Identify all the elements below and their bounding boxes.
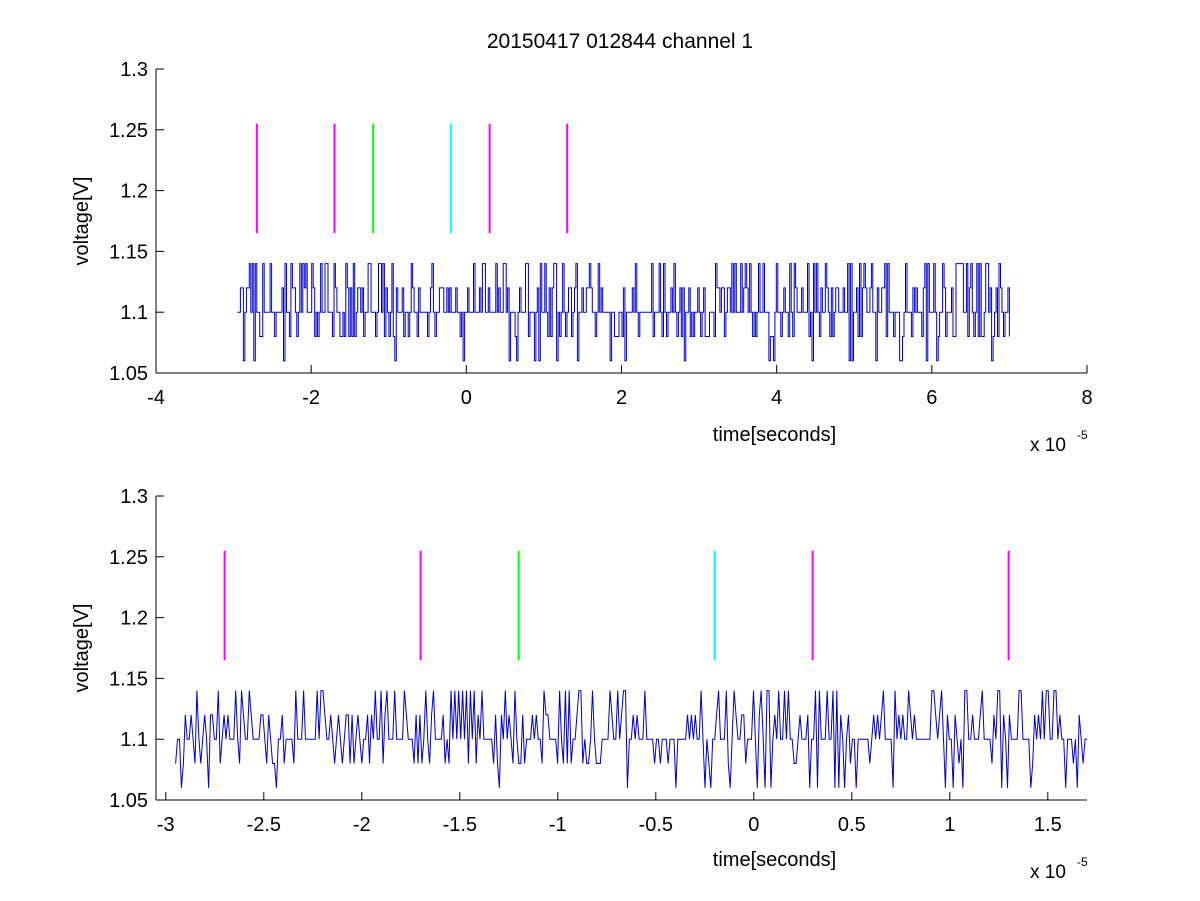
x-tick-label: -1.5 [443,814,477,836]
y-tick-label: 1.05 [109,790,148,812]
y-tick-label: 1.25 [109,547,148,569]
x-tick-label: 0 [461,387,472,409]
y-tick-label: 1.1 [120,729,148,751]
y-axis-title: voltage[V] [71,177,93,266]
signal-trace [175,690,1087,788]
x-tick-label: 4 [771,387,782,409]
y-tick-label: 1.1 [120,302,148,324]
x-tick-label: -2 [302,387,320,409]
y-tick-label: 1.2 [120,608,148,630]
x-tick-label: -2 [353,814,371,836]
x-exponent-power: -5 [1077,855,1088,869]
x-tick-label: 1 [944,814,955,836]
x-tick-label: -4 [147,387,165,409]
y-tick-label: 1.15 [109,668,148,690]
x-tick-label: -2.5 [247,814,281,836]
x-exponent-label: x 10 [1030,862,1066,883]
y-tick-label: 1.3 [120,486,148,508]
x-axis-title: time[seconds] [713,849,836,871]
y-tick-label: 1.3 [120,59,148,81]
x-tick-label: -0.5 [639,814,673,836]
x-tick-label: -1 [549,814,567,836]
signal-trace [237,263,1010,362]
y-tick-label: 1.25 [109,120,148,142]
x-tick-label: 0.5 [838,814,866,836]
y-tick-label: 1.05 [109,363,148,385]
x-tick-label: 2 [616,387,627,409]
x-axis-title: time[seconds] [713,424,836,446]
x-tick-label: 8 [1081,387,1092,409]
x-exponent-label: x 10 [1030,435,1066,456]
x-tick-label: 1.5 [1034,814,1062,836]
x-tick-label: -3 [157,814,175,836]
figure-title: 20150417 012844 channel 1 [487,30,753,53]
y-axis-title: voltage[V] [71,604,93,693]
x-tick-label: 0 [748,814,759,836]
y-tick-label: 1.15 [109,241,148,263]
x-tick-label: 6 [926,387,937,409]
plot-top-overview: -4 -2 0 2 4 6 8 1.05 1.1 1.15 1.2 1.25 1.3 time[secon… [71,59,1093,456]
x-exponent-power: -5 [1077,428,1088,442]
plot-bottom-zoom: -3 -2.5 -2 -1.5 -1 -0.5 0 0.5 1 1.5 1.05 1.1 1.15 1.2… [71,486,1088,883]
y-tick-label: 1.2 [120,181,148,203]
